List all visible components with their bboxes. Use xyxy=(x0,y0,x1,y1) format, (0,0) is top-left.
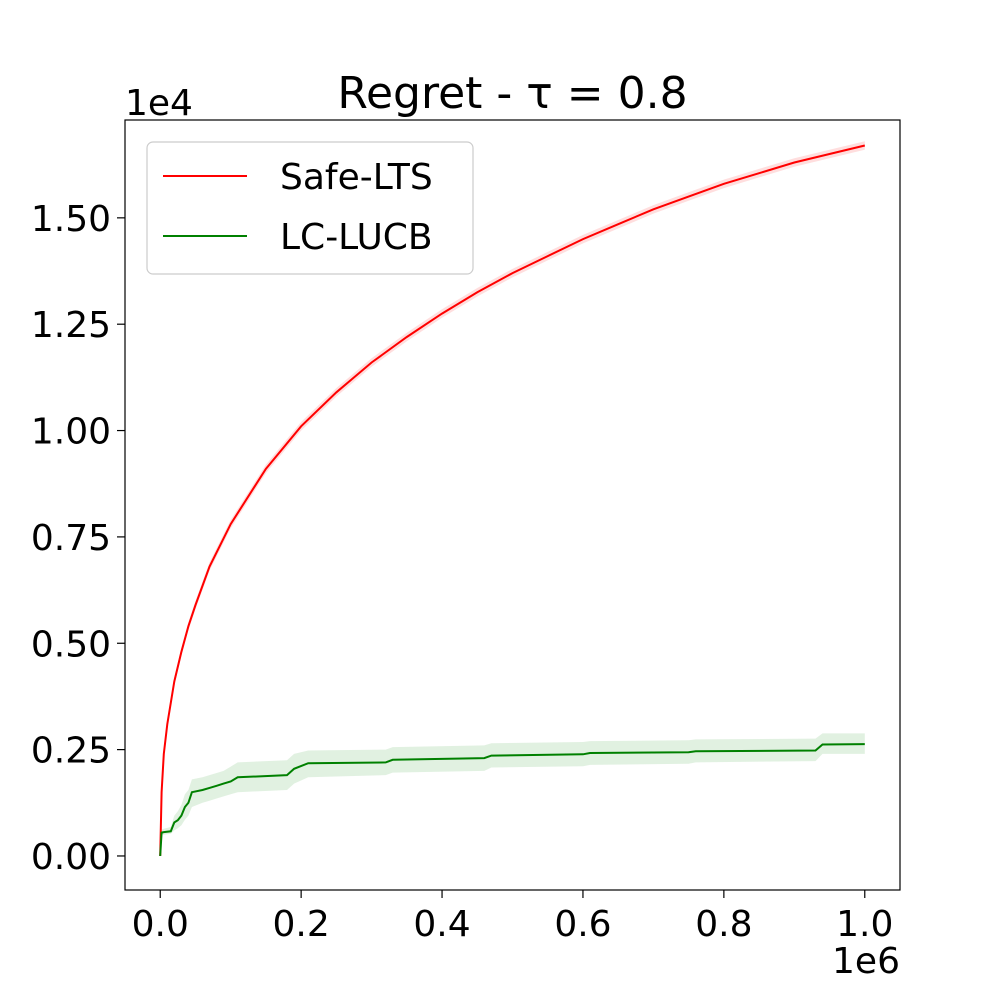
y-tick-label: 1.00 xyxy=(31,412,111,453)
x-axis-ticks: 0.0 0.2 0.4 0.6 0.8 1.0 xyxy=(132,890,893,945)
chart-title: Regret - τ = 0.8 xyxy=(337,68,687,119)
series-band-lc-lucb xyxy=(160,733,865,856)
y-tick-label: 0.50 xyxy=(31,624,111,665)
x-tick-label: 0.6 xyxy=(554,904,611,945)
series-line-safe-lts xyxy=(159,144,866,857)
y-tick-label: 0.75 xyxy=(31,518,111,559)
legend-label: Safe-LTS xyxy=(280,157,433,198)
y-tick-label: 0.25 xyxy=(31,731,111,772)
legend-label: LC-LUCB xyxy=(280,217,433,258)
x-tick-label: 0.4 xyxy=(413,904,470,945)
series-lines xyxy=(159,144,866,857)
y-tick-label: 0.00 xyxy=(31,837,111,878)
plot-frame xyxy=(124,119,901,891)
y-axis-ticks: 0.00 0.25 0.50 0.75 1.00 1.25 1.50 xyxy=(31,199,125,878)
legend: Safe-LTS LC-LUCB xyxy=(146,141,474,275)
y-tick-label: 1.25 xyxy=(31,305,111,346)
y-axis-offset-label: 1e4 xyxy=(125,83,193,124)
y-tick-label: 1.50 xyxy=(31,199,111,240)
x-axis-offset-label: 1e6 xyxy=(832,941,900,982)
x-tick-label: 0.0 xyxy=(132,904,189,945)
x-tick-label: 0.2 xyxy=(273,904,330,945)
confidence-bands xyxy=(160,141,865,857)
x-tick-label: 1.0 xyxy=(836,904,893,945)
x-tick-label: 0.8 xyxy=(695,904,752,945)
series-line-lc-lucb xyxy=(159,743,865,857)
